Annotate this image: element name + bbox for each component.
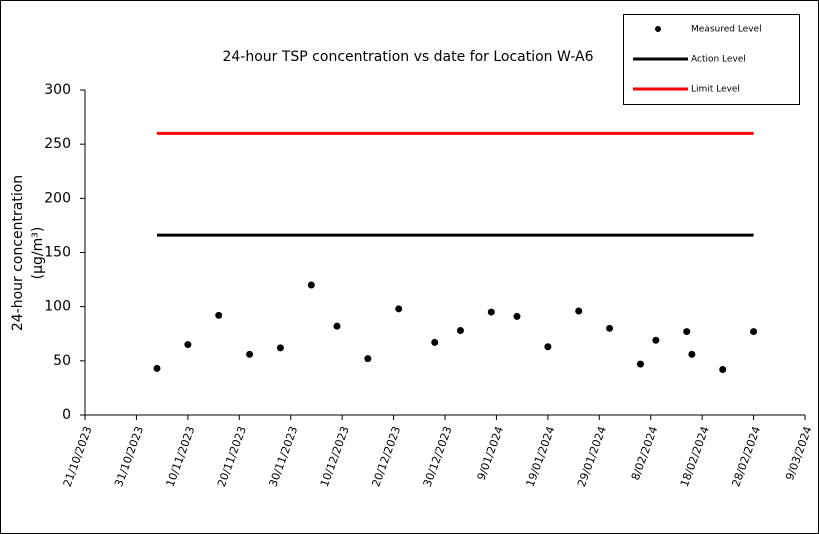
y-tick-label: 300	[44, 82, 71, 98]
data-point	[364, 355, 372, 363]
data-point	[395, 305, 403, 313]
data-point	[575, 307, 583, 315]
data-point	[487, 308, 495, 316]
legend-label: Limit Level	[691, 85, 740, 95]
y-label-line: 24-hour concentration	[10, 175, 26, 331]
y-tick-label: 250	[44, 136, 71, 152]
y-label-line: (μg/m³)	[30, 227, 46, 280]
y-tick-label: 50	[53, 353, 71, 369]
data-point	[276, 344, 284, 352]
data-point	[683, 328, 691, 336]
data-point	[307, 281, 315, 289]
data-point	[719, 366, 727, 373]
y-axis-title: 24-hour concentration (μg/m³)	[10, 175, 46, 331]
data-point	[544, 343, 552, 351]
data-point	[431, 338, 439, 346]
data-point	[456, 327, 464, 334]
legend-label: Measured Level	[691, 25, 762, 35]
data-point	[606, 324, 614, 332]
y-tick-label: 100	[44, 299, 71, 315]
y-tick-label: 150	[44, 245, 71, 261]
data-point	[750, 328, 758, 336]
chart-title: 24-hour TSP concentration vs date for Lo…	[222, 49, 593, 65]
data-point	[153, 364, 161, 372]
legend-label: Action Level	[691, 55, 746, 65]
data-point	[184, 341, 192, 349]
data-point	[333, 322, 341, 330]
data-point	[513, 312, 521, 320]
legend-marker	[655, 26, 661, 32]
data-point	[652, 336, 660, 344]
data-point	[215, 311, 223, 319]
data-point	[246, 350, 254, 358]
data-point	[688, 350, 696, 358]
y-tick-label: 200	[44, 190, 71, 206]
data-point	[636, 360, 644, 368]
y-tick-label: 0	[62, 407, 71, 423]
